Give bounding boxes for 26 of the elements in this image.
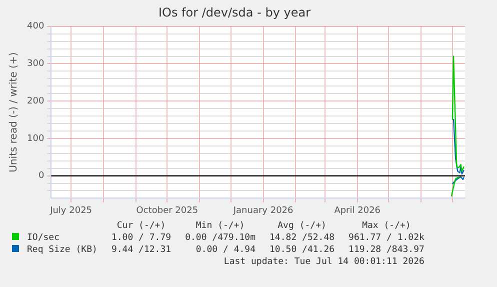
y-tick-label: 100 bbox=[26, 134, 44, 144]
text: 14.82 /52.48 bbox=[268, 232, 335, 244]
text: 10.50 /41.26 bbox=[268, 244, 335, 256]
chart-title: IOs for /dev/sda - by year bbox=[158, 5, 311, 20]
legend-label: Req Size (KB) bbox=[26, 244, 98, 256]
text: 0.00 / 4.94 bbox=[194, 244, 256, 256]
text: Max (-/+) bbox=[361, 220, 412, 232]
x-tick-label: October 2025 bbox=[136, 206, 198, 216]
text: 1.00 / 7.79 bbox=[110, 232, 172, 244]
text: Avg (-/+) bbox=[276, 220, 328, 232]
y-tick-label: 400 bbox=[26, 22, 44, 32]
x-tick-label: January 2026 bbox=[232, 206, 294, 216]
text: 961.77 / 1.02k bbox=[348, 232, 424, 244]
y-tick-label: 0 bbox=[38, 171, 44, 182]
y-tick-label: 200 bbox=[26, 96, 44, 106]
text: Min (-/+) bbox=[194, 220, 246, 232]
x-tick-label: April 2026 bbox=[334, 206, 381, 216]
y-axis-title: Units read (-) / write (+) bbox=[8, 52, 20, 172]
text: 0.00 /479.10m bbox=[184, 232, 256, 244]
y-tick-label: 300 bbox=[26, 59, 44, 70]
text: 119.28 /843.97 bbox=[348, 244, 424, 256]
text: Cur (-/+) bbox=[116, 220, 167, 232]
x-tick-label: July 2025 bbox=[49, 206, 92, 216]
text: 9.44 /12.31 bbox=[110, 244, 172, 256]
legend-label: IO/sec bbox=[26, 232, 61, 244]
text: Last update: Tue Jul 14 00:01:11 2026 bbox=[222, 256, 424, 268]
